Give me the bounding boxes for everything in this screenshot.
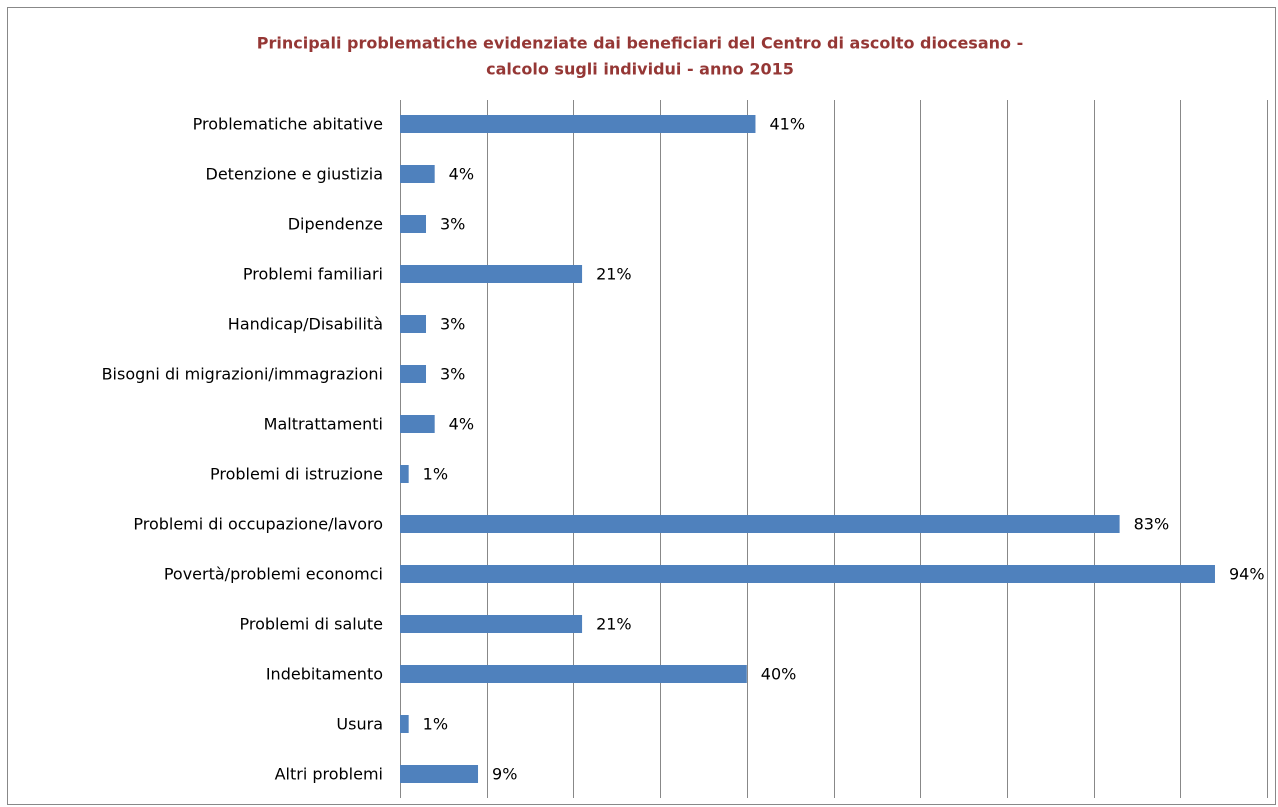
bar — [400, 115, 756, 133]
chart-title: Principali problematiche evidenziate dai… — [257, 34, 1023, 53]
y-tick-label: Handicap/Disabilità — [228, 315, 383, 334]
value-label: 41% — [769, 115, 805, 134]
bar — [400, 565, 1215, 583]
value-label: 21% — [596, 265, 632, 284]
value-label: 94% — [1229, 565, 1265, 584]
value-label: 3% — [440, 365, 465, 384]
bar — [400, 765, 479, 783]
value-label: 4% — [449, 165, 474, 184]
value-label: 4% — [449, 415, 474, 434]
bar — [400, 615, 583, 633]
value-label: 3% — [440, 315, 465, 334]
value-label: 1% — [423, 715, 448, 734]
bar — [400, 515, 1120, 533]
y-tick-label: Problemi di occupazione/lavoro — [133, 515, 383, 534]
y-tick-label: Maltrattamenti — [264, 415, 383, 434]
bar — [400, 365, 427, 383]
value-label: 9% — [492, 765, 517, 784]
y-tick-label: Altri problemi — [275, 765, 383, 784]
bar — [400, 415, 435, 433]
y-tick-label: Dipendenze — [288, 215, 383, 234]
bar — [400, 665, 747, 683]
y-tick-label: Detenzione e giustizia — [206, 165, 384, 184]
value-label: 21% — [596, 615, 632, 634]
value-label: 1% — [423, 465, 448, 484]
y-tick-label: Indebitamento — [266, 665, 383, 684]
y-tick-label: Problemi di salute — [240, 615, 383, 634]
bar — [400, 265, 583, 283]
y-tick-label: Povertà/problemi economci — [164, 565, 383, 584]
value-label: 83% — [1134, 515, 1170, 534]
value-label: 3% — [440, 215, 465, 234]
value-label: 40% — [761, 665, 797, 684]
y-tick-label: Problematiche abitative — [193, 115, 383, 134]
bar — [400, 165, 435, 183]
y-tick-label: Bisogni di migrazioni/immagrazioni — [102, 365, 383, 384]
bar — [400, 215, 427, 233]
bar — [400, 715, 409, 733]
y-tick-label: Problemi di istruzione — [210, 465, 383, 484]
y-tick-label: Problemi familiari — [243, 265, 383, 284]
bar — [400, 465, 409, 483]
bar — [400, 315, 427, 333]
y-tick-label: Usura — [336, 715, 383, 734]
chart-subtitle: calcolo sugli individui - anno 2015 — [486, 60, 794, 79]
